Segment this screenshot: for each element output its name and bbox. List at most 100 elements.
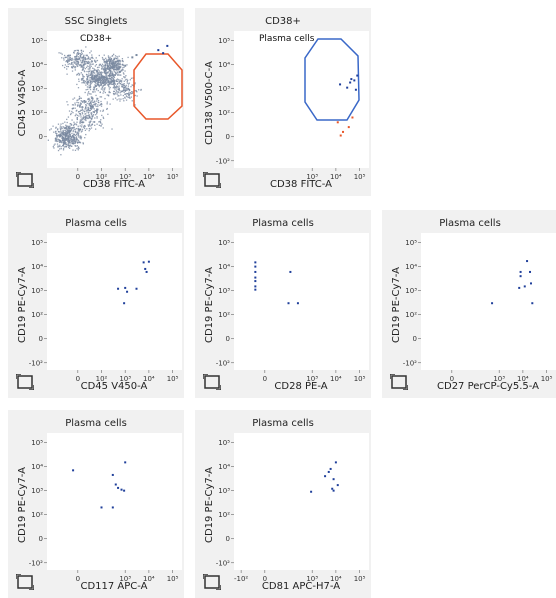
density-dot bbox=[74, 104, 77, 106]
density-dot bbox=[113, 86, 115, 89]
density-dot bbox=[67, 144, 69, 146]
density-dot bbox=[62, 141, 65, 144]
density-dot bbox=[83, 102, 85, 104]
density-dot bbox=[62, 136, 64, 138]
density-dot bbox=[88, 103, 90, 105]
density-dot bbox=[92, 115, 94, 117]
density-dot bbox=[59, 133, 62, 135]
density-dot bbox=[129, 93, 131, 95]
plot-settings-icon[interactable] bbox=[390, 374, 408, 390]
plot-area[interactable] bbox=[234, 433, 369, 570]
density-dot bbox=[98, 74, 101, 76]
density-dot bbox=[120, 94, 122, 96]
density-dot bbox=[67, 56, 69, 58]
event-point bbox=[529, 282, 532, 285]
density-dot bbox=[86, 102, 88, 105]
density-dot bbox=[89, 86, 92, 88]
density-dot bbox=[75, 59, 77, 62]
density-dot bbox=[75, 61, 77, 63]
density-dot bbox=[109, 70, 111, 72]
density-dot bbox=[122, 64, 124, 66]
density-dot bbox=[73, 136, 75, 139]
density-dot bbox=[82, 142, 84, 144]
density-dot bbox=[86, 86, 89, 88]
density-dot bbox=[111, 67, 114, 69]
density-dot bbox=[65, 132, 67, 135]
density-dot bbox=[126, 79, 129, 81]
density-dot bbox=[96, 66, 99, 69]
plot-area[interactable] bbox=[234, 31, 369, 168]
density-dot bbox=[64, 138, 66, 140]
density-dot bbox=[75, 124, 78, 126]
plot-settings-icon[interactable] bbox=[16, 374, 34, 390]
density-dot bbox=[96, 97, 98, 100]
density-dot bbox=[96, 77, 98, 80]
density-dot bbox=[107, 78, 109, 80]
density-dot bbox=[103, 71, 106, 74]
density-dot bbox=[77, 139, 79, 141]
density-dot bbox=[89, 120, 91, 122]
events bbox=[491, 260, 534, 305]
density-dot bbox=[82, 68, 84, 71]
density-dot bbox=[115, 65, 117, 68]
density-dot bbox=[62, 137, 64, 140]
density-dot bbox=[116, 78, 119, 80]
density-dot bbox=[80, 79, 83, 81]
density-dot bbox=[103, 79, 106, 81]
density-dot bbox=[89, 82, 91, 84]
plot-area[interactable] bbox=[47, 433, 182, 570]
density-dot bbox=[63, 140, 65, 143]
plot-settings-icon[interactable] bbox=[203, 574, 221, 590]
density-dot bbox=[76, 54, 78, 57]
density-dot bbox=[131, 92, 134, 94]
gate-outline[interactable] bbox=[304, 38, 360, 121]
plot-area[interactable] bbox=[421, 233, 556, 370]
density-dot bbox=[61, 126, 63, 128]
density-dot bbox=[89, 68, 91, 70]
density-dot bbox=[100, 83, 102, 85]
plot-settings-icon[interactable] bbox=[203, 374, 221, 390]
density-dot bbox=[76, 132, 79, 134]
density-dot bbox=[82, 117, 84, 120]
plot-settings-icon[interactable] bbox=[16, 172, 34, 188]
density-dot bbox=[91, 80, 93, 82]
density-dot bbox=[79, 110, 81, 113]
density-dot bbox=[76, 116, 79, 119]
plot-settings-icon[interactable] bbox=[16, 574, 34, 590]
density-dot bbox=[83, 63, 86, 65]
y-tick-label: 10⁴ bbox=[31, 463, 43, 471]
density-dot bbox=[120, 80, 123, 82]
density-dot bbox=[113, 69, 115, 71]
density-dot bbox=[64, 141, 67, 143]
density-dot bbox=[100, 77, 103, 80]
density-dot bbox=[71, 135, 73, 138]
gate-outline[interactable] bbox=[133, 53, 183, 120]
density-dot bbox=[98, 85, 100, 88]
density-dot bbox=[90, 118, 93, 120]
plot-area[interactable] bbox=[47, 233, 182, 370]
density-dot bbox=[124, 76, 126, 78]
density-dot bbox=[78, 111, 80, 113]
event-point bbox=[117, 486, 120, 489]
density-dot bbox=[94, 128, 97, 130]
plot-settings-icon[interactable] bbox=[203, 172, 221, 188]
density-dot bbox=[108, 62, 111, 65]
density-dot bbox=[92, 98, 94, 100]
density-dot bbox=[55, 137, 57, 139]
density-dot bbox=[109, 103, 111, 105]
density-dot bbox=[119, 90, 121, 92]
density-dot bbox=[67, 140, 70, 143]
plot-area[interactable] bbox=[234, 233, 369, 370]
density-dot bbox=[67, 128, 69, 130]
density-dot bbox=[68, 60, 70, 62]
density-dot bbox=[64, 142, 67, 144]
event-point bbox=[162, 52, 165, 55]
density-dot bbox=[70, 136, 72, 139]
density-dot bbox=[96, 70, 99, 73]
density-dot bbox=[101, 86, 104, 88]
density-dot bbox=[67, 135, 69, 138]
density-dot bbox=[92, 80, 95, 83]
event-point bbox=[124, 286, 127, 289]
density-dot bbox=[101, 63, 104, 65]
event-point bbox=[519, 270, 522, 273]
